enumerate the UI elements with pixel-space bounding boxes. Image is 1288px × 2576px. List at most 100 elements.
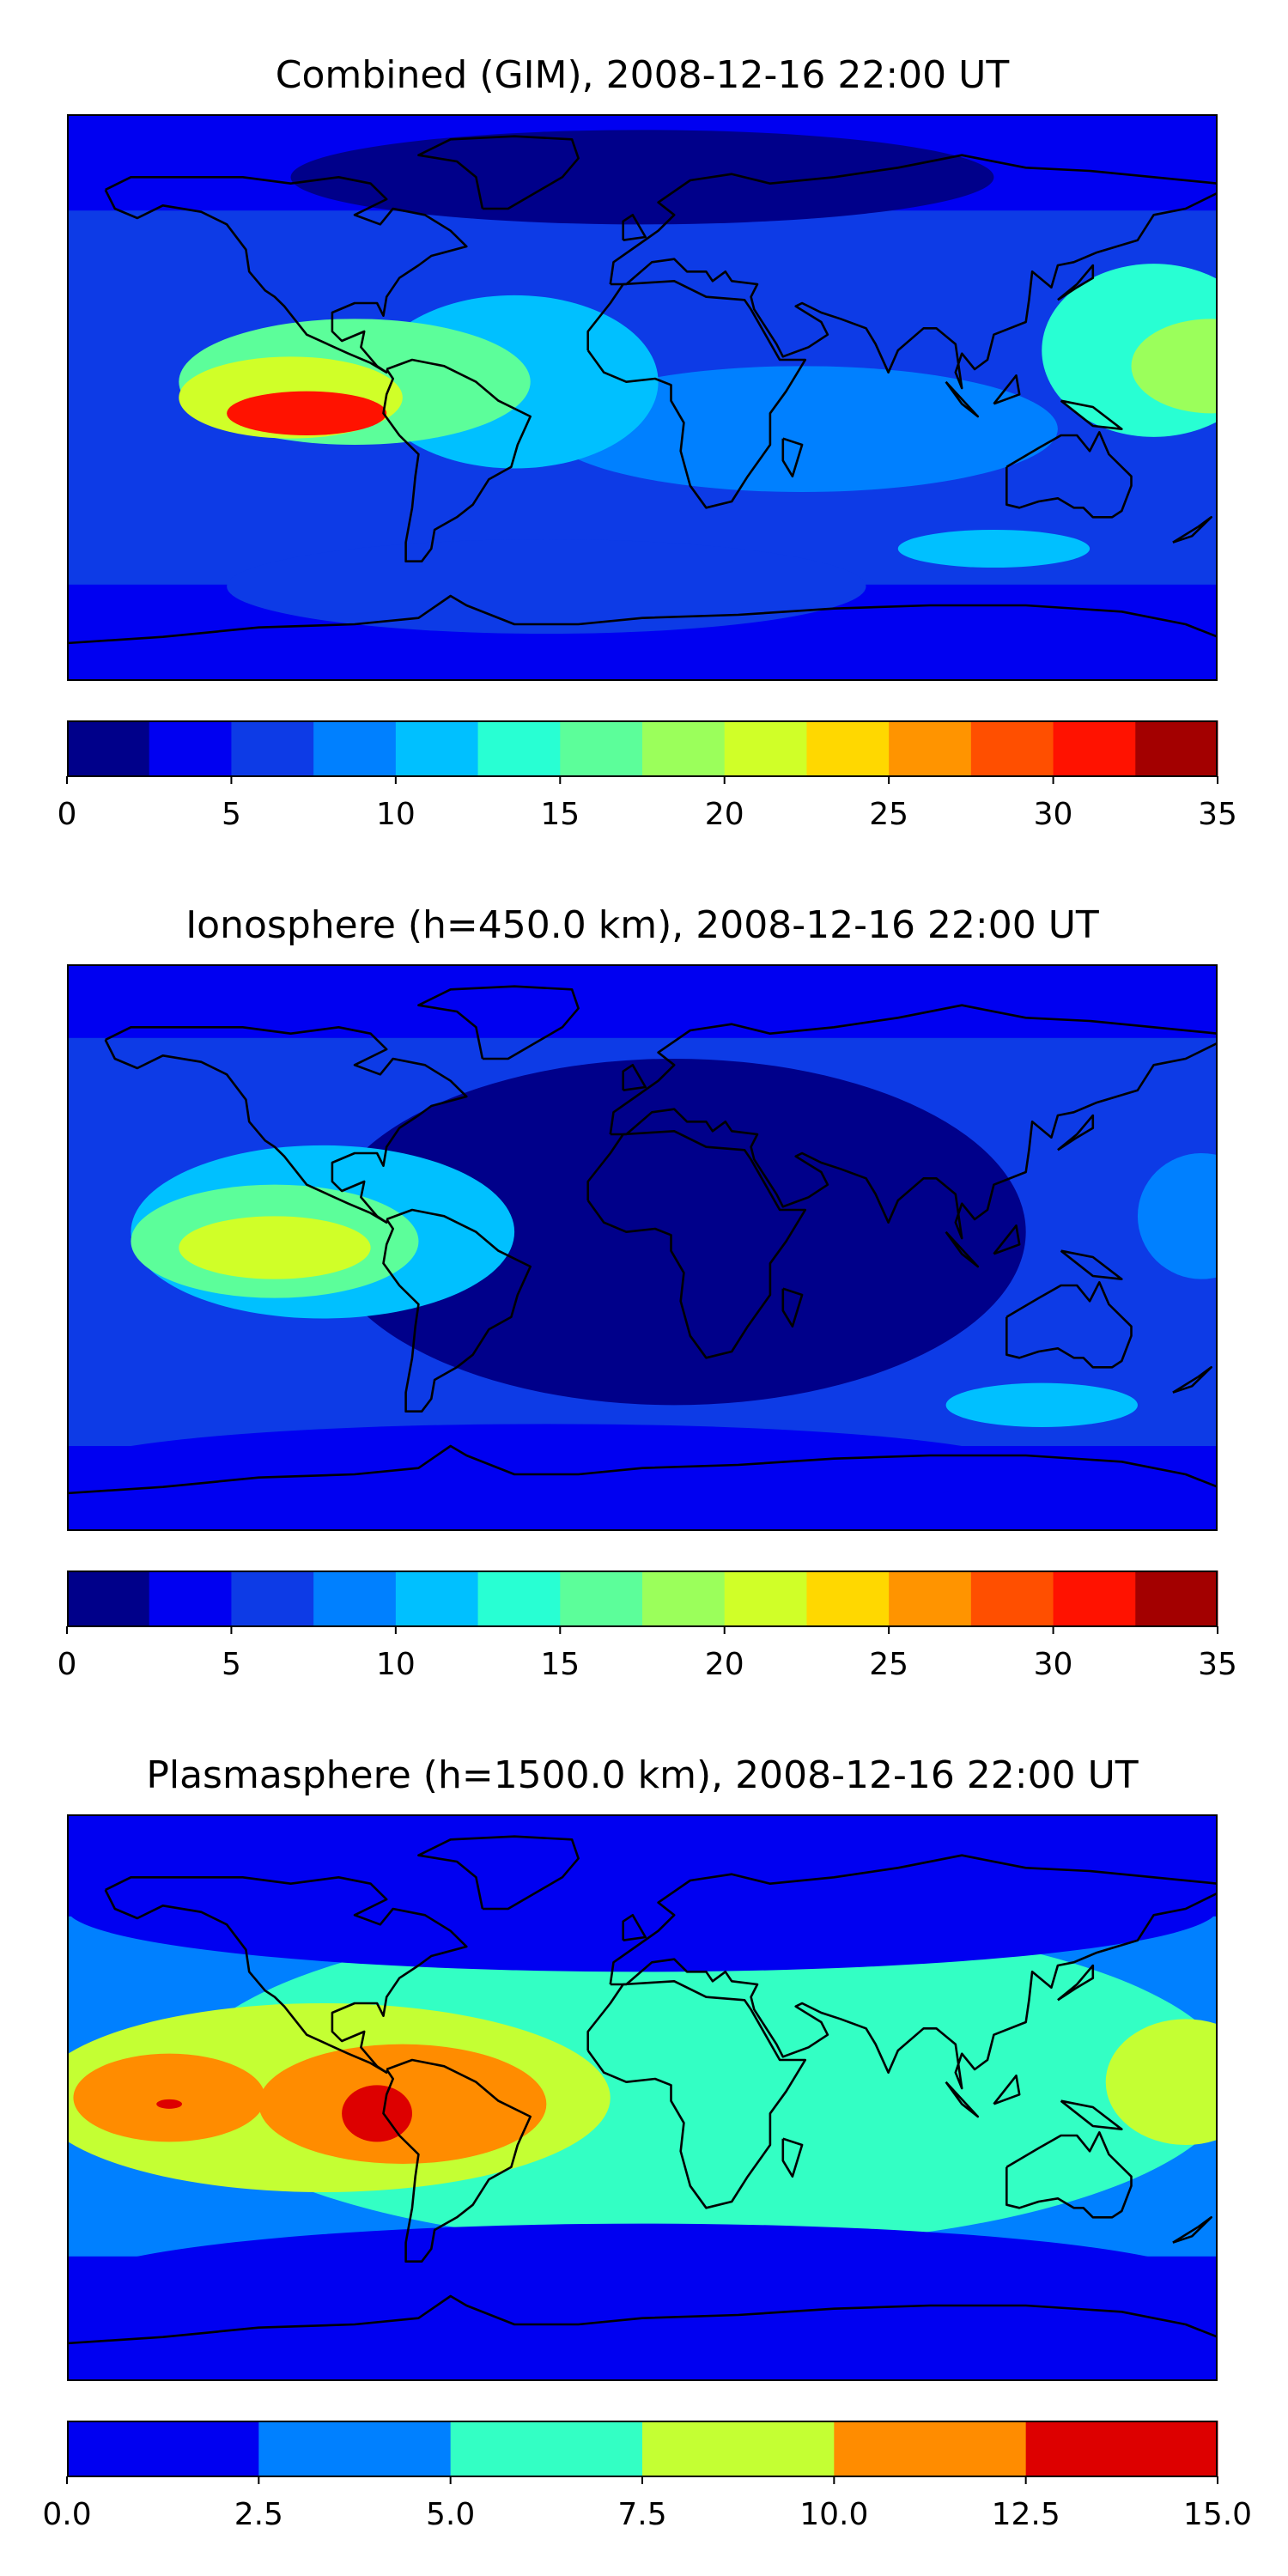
coastline	[945, 380, 980, 418]
contour-region	[1137, 1153, 1218, 1279]
colorbar-segment	[560, 1571, 643, 1627]
colorbar-segment	[724, 1571, 807, 1627]
colorbar-segment	[395, 720, 479, 777]
contour-region	[227, 391, 387, 436]
coastline	[945, 2081, 980, 2118]
coastline	[993, 1224, 1021, 1255]
contour-region	[897, 530, 1091, 568]
colorbar-segment	[1053, 1571, 1136, 1627]
colorbar-segment	[724, 720, 807, 777]
colorbar-segment	[560, 720, 643, 777]
coastlines	[67, 1835, 1218, 2381]
coastline	[417, 985, 580, 1060]
contour-map-plot	[67, 1814, 1218, 2381]
contour-field	[67, 1814, 1218, 2381]
chart-title: Ionosphere (h=450.0 km), 2008-12-16 22:0…	[185, 903, 1099, 947]
colorbar-tick-label: 5	[221, 1647, 241, 1682]
contour-region	[227, 539, 866, 634]
coastline	[1172, 2216, 1212, 2244]
colorbar-tick-label: 35	[1198, 797, 1237, 832]
colorbar-tick-label: 30	[1033, 1647, 1073, 1682]
contour-field	[67, 964, 1218, 1531]
colorbar-tick-label: 10	[375, 797, 416, 832]
colorbar-segment	[395, 1571, 479, 1627]
colorbar-bar	[66, 2421, 1218, 2484]
coastline	[1057, 1964, 1095, 2002]
colorbar-segment	[477, 1571, 561, 1627]
coastline	[586, 1130, 807, 1359]
coastline	[1172, 1366, 1212, 1394]
colorbar-tick-label: 15	[540, 1647, 580, 1682]
coastline	[993, 2075, 1021, 2105]
contour-region	[67, 1424, 1026, 1512]
colorbar-segment	[806, 1571, 890, 1627]
coastline	[781, 1287, 804, 1327]
contour-region	[945, 1382, 1138, 1427]
contour-region	[156, 2099, 182, 2109]
coastline	[586, 1980, 807, 2209]
colorbar-tick-label: 12.5	[991, 2497, 1060, 2532]
colorbar-tick-label: 0.0	[42, 2497, 92, 2532]
coastline	[104, 176, 468, 374]
colorbar-tick-label: 10	[375, 1647, 416, 1682]
coastline	[1060, 1249, 1123, 1280]
chart-title: Plasmasphere (h=1500.0 km), 2008-12-16 2…	[146, 1753, 1139, 1797]
coastline	[622, 1064, 647, 1091]
colorbar-ticks: 0 5 10 15 20 25 30 35	[58, 1647, 1237, 1686]
coastline	[622, 1914, 647, 1941]
map-frame	[67, 114, 1218, 681]
coastline	[104, 1026, 468, 1224]
contour-region	[546, 366, 1058, 492]
colorbar-segment	[313, 1571, 397, 1627]
colorbar-segment	[642, 720, 726, 777]
colorbar-segment	[970, 720, 1054, 777]
contour-map-plot	[67, 114, 1218, 681]
colorbar-frame	[67, 1571, 1218, 1627]
contour-field	[67, 114, 1218, 681]
colorbar-tick-label: 0	[57, 1647, 77, 1682]
colorbar-segment	[1025, 2421, 1218, 2477]
colorbar-segment	[1135, 720, 1218, 777]
coastline	[382, 1208, 532, 1413]
colorbar-bar	[66, 720, 1218, 784]
coastline	[67, 594, 1218, 681]
colorbar-segment	[67, 2421, 259, 2477]
colorbar-segment	[1053, 720, 1136, 777]
colorbar	[66, 720, 1218, 784]
colorbar-ticks: 0 5 10 15 20 25 30 35	[58, 797, 1237, 835]
colorbar-segment	[834, 2421, 1027, 2477]
coastline	[609, 154, 1218, 390]
coastline	[67, 2294, 1218, 2381]
coastline	[67, 1444, 1218, 1531]
map-frame	[67, 964, 1218, 1531]
contour-region	[1105, 2019, 1218, 2145]
colorbar-tick-label: 20	[704, 797, 744, 832]
coastline	[945, 1230, 980, 1268]
coastline	[104, 1876, 468, 2074]
plasmasphere-map	[67, 1814, 1218, 2381]
colorbar-segment	[149, 1571, 232, 1627]
colorbar-segment	[450, 2421, 643, 2477]
colorbar-segment	[258, 2421, 452, 2477]
coastline	[609, 1004, 1218, 1240]
coastline	[382, 2058, 532, 2263]
colorbar-tick-label: 5.0	[426, 2497, 476, 2532]
colorbar-segment	[889, 1571, 972, 1627]
coastline	[1005, 1281, 1133, 1369]
coastline	[1005, 431, 1133, 519]
colorbar-segment	[231, 1571, 314, 1627]
contour-region	[1131, 319, 1218, 414]
coastline	[586, 280, 807, 509]
coastline	[1005, 2131, 1133, 2219]
coastline	[382, 358, 532, 562]
colorbar-tick-label: 5	[221, 797, 241, 832]
coastline	[1172, 516, 1212, 544]
colorbar-segment	[642, 2421, 835, 2477]
colorbar-bar	[66, 1571, 1218, 1634]
colorbar-tick-label: 10.0	[799, 2497, 869, 2532]
colorbar-tick-label: 35	[1198, 1647, 1237, 1682]
colorbar-tick-label: 15	[540, 797, 580, 832]
coastlines	[67, 135, 1218, 681]
coastlines	[67, 985, 1218, 1531]
coastline	[417, 1835, 580, 1911]
